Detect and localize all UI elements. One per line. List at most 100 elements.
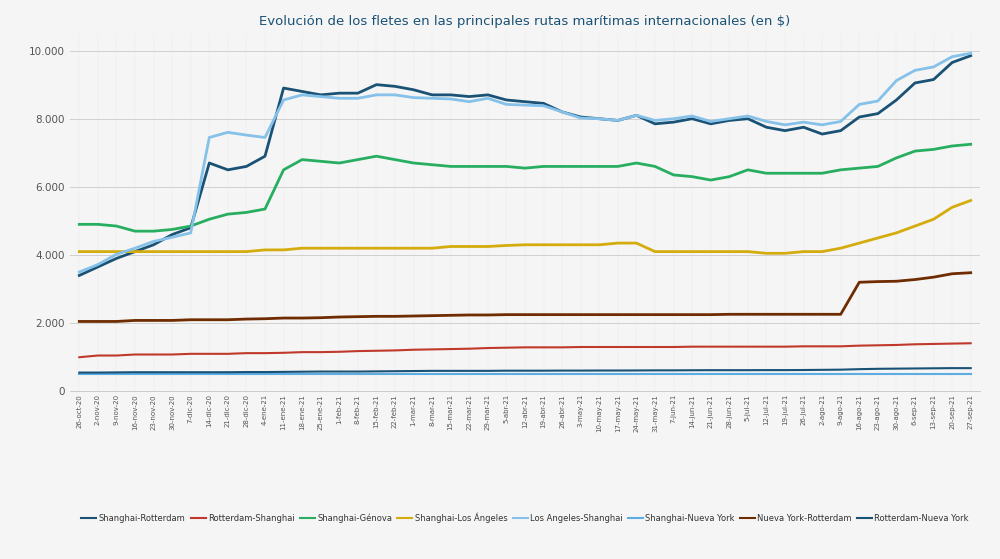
Shanghai-Los Ángeles <box>240 248 252 255</box>
Rotterdam-Shanghai <box>519 344 531 350</box>
Rotterdam-Nueva York <box>222 369 234 376</box>
Shanghai-Nueva York <box>185 371 197 378</box>
Rotterdam-Shanghai <box>203 350 215 357</box>
Shanghai-Rotterdam <box>110 255 122 262</box>
Rotterdam-Shanghai <box>222 350 234 357</box>
Shanghai-Rotterdam <box>612 117 624 124</box>
Rotterdam-Shanghai <box>352 348 364 354</box>
Rotterdam-Shanghai <box>612 344 624 350</box>
Shanghai-Génova <box>389 157 401 163</box>
Line: Nueva York-Rotterdam: Nueva York-Rotterdam <box>79 273 971 321</box>
Rotterdam-Nueva York <box>965 365 977 372</box>
Rotterdam-Nueva York <box>760 367 772 373</box>
Rotterdam-Nueva York <box>686 367 698 373</box>
Shanghai-Los Ángeles <box>222 248 234 255</box>
Nueva York-Rotterdam <box>835 311 847 318</box>
Nueva York-Rotterdam <box>946 271 958 277</box>
Shanghai-Nueva York <box>760 371 772 378</box>
Rotterdam-Nueva York <box>612 367 624 374</box>
Rotterdam-Shanghai <box>73 354 85 361</box>
Shanghai-Nueva York <box>166 371 178 378</box>
Shanghai-Génova <box>463 163 475 170</box>
Line: Shanghai-Rotterdam: Shanghai-Rotterdam <box>79 56 971 276</box>
Nueva York-Rotterdam <box>742 311 754 318</box>
Shanghai-Los Ángeles <box>148 248 160 255</box>
Rotterdam-Nueva York <box>928 365 940 372</box>
Line: Rotterdam-Shanghai: Rotterdam-Shanghai <box>79 343 971 357</box>
Shanghai-Nueva York <box>92 371 104 378</box>
Nueva York-Rotterdam <box>482 311 494 318</box>
Shanghai-Nueva York <box>482 371 494 378</box>
Nueva York-Rotterdam <box>426 312 438 319</box>
Rotterdam-Shanghai <box>408 347 420 353</box>
Nueva York-Rotterdam <box>760 311 772 318</box>
Rotterdam-Shanghai <box>148 351 160 358</box>
Shanghai-Rotterdam <box>630 112 642 119</box>
Los Angeles-Shanghai <box>240 132 252 139</box>
Los Angeles-Shanghai <box>166 234 178 240</box>
Shanghai-Los Ángeles <box>946 204 958 211</box>
Shanghai-Nueva York <box>352 371 364 378</box>
Los Angeles-Shanghai <box>723 115 735 122</box>
Shanghai-Rotterdam <box>742 115 754 122</box>
Shanghai-Génova <box>853 165 865 172</box>
Rotterdam-Shanghai <box>482 345 494 352</box>
Rotterdam-Nueva York <box>538 367 550 374</box>
Shanghai-Los Ángeles <box>556 241 568 248</box>
Rotterdam-Shanghai <box>538 344 550 350</box>
Shanghai-Rotterdam <box>352 90 364 97</box>
Rotterdam-Nueva York <box>556 367 568 374</box>
Nueva York-Rotterdam <box>816 311 828 318</box>
Shanghai-Génova <box>129 228 141 235</box>
Shanghai-Nueva York <box>463 371 475 378</box>
Shanghai-Nueva York <box>445 371 457 378</box>
Shanghai-Génova <box>705 177 717 183</box>
Title: Evolución de los fletes en las principales rutas marítimas internacionales (en $: Evolución de los fletes en las principal… <box>259 15 791 28</box>
Shanghai-Génova <box>816 170 828 177</box>
Los Angeles-Shanghai <box>203 134 215 141</box>
Shanghai-Los Ángeles <box>965 197 977 204</box>
Shanghai-Los Ángeles <box>166 248 178 255</box>
Los Angeles-Shanghai <box>853 101 865 108</box>
Shanghai-Nueva York <box>686 371 698 378</box>
Rotterdam-Shanghai <box>686 343 698 350</box>
Los Angeles-Shanghai <box>463 98 475 105</box>
Shanghai-Génova <box>203 216 215 222</box>
Shanghai-Génova <box>73 221 85 228</box>
Shanghai-Génova <box>593 163 605 170</box>
Nueva York-Rotterdam <box>909 276 921 283</box>
Shanghai-Rotterdam <box>705 121 717 127</box>
Shanghai-Los Ángeles <box>835 245 847 252</box>
Shanghai-Nueva York <box>723 371 735 378</box>
Shanghai-Nueva York <box>853 371 865 378</box>
Rotterdam-Nueva York <box>259 369 271 376</box>
Shanghai-Nueva York <box>779 371 791 378</box>
Rotterdam-Shanghai <box>742 343 754 350</box>
Rotterdam-Shanghai <box>110 352 122 359</box>
Shanghai-Los Ángeles <box>370 245 382 252</box>
Rotterdam-Shanghai <box>185 350 197 357</box>
Rotterdam-Nueva York <box>575 367 587 374</box>
Shanghai-Rotterdam <box>946 59 958 66</box>
Rotterdam-Shanghai <box>445 345 457 352</box>
Los Angeles-Shanghai <box>92 261 104 268</box>
Los Angeles-Shanghai <box>73 269 85 276</box>
Los Angeles-Shanghai <box>148 238 160 245</box>
Los Angeles-Shanghai <box>779 121 791 128</box>
Shanghai-Génova <box>482 163 494 170</box>
Shanghai-Los Ángeles <box>259 247 271 253</box>
Line: Los Angeles-Shanghai: Los Angeles-Shanghai <box>79 53 971 272</box>
Nueva York-Rotterdam <box>612 311 624 318</box>
Shanghai-Los Ángeles <box>630 240 642 247</box>
Rotterdam-Shanghai <box>705 343 717 350</box>
Nueva York-Rotterdam <box>222 316 234 323</box>
Rotterdam-Shanghai <box>909 341 921 348</box>
Shanghai-Nueva York <box>909 371 921 378</box>
Shanghai-Los Ángeles <box>185 248 197 255</box>
Los Angeles-Shanghai <box>593 115 605 122</box>
Shanghai-Génova <box>872 163 884 170</box>
Rotterdam-Shanghai <box>259 350 271 357</box>
Line: Shanghai-Los Ángeles: Shanghai-Los Ángeles <box>79 201 971 253</box>
Shanghai-Los Ángeles <box>575 241 587 248</box>
Shanghai-Génova <box>556 163 568 170</box>
